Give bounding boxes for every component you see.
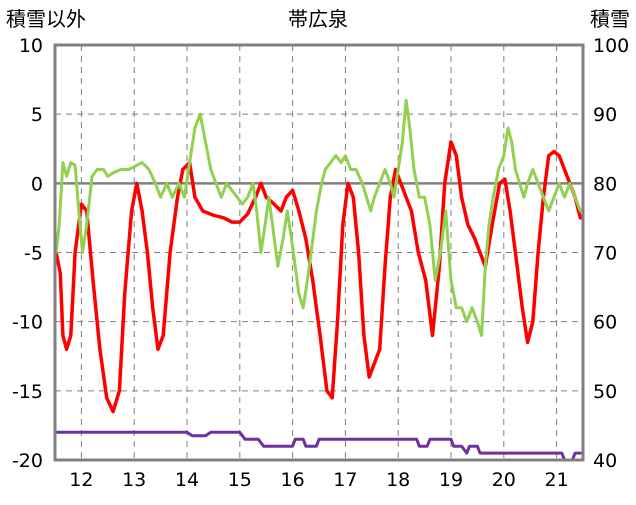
- y-right-tick-label: 90: [593, 104, 617, 126]
- grid-layer: [55, 45, 583, 460]
- y-right-tick-label: 50: [593, 381, 617, 403]
- x-tick-label: 21: [545, 469, 569, 491]
- y-left-tick-label: -20: [12, 450, 43, 472]
- x-tick-label: 12: [69, 469, 93, 491]
- y-left-tick-label: -10: [12, 312, 43, 334]
- y-left-tick-label: 10: [19, 35, 43, 57]
- series-line-2: [54, 430, 582, 462]
- y-left-tick-label: -5: [24, 243, 43, 265]
- x-tick-label: 19: [439, 469, 463, 491]
- y-right-tick-label: 80: [593, 173, 617, 195]
- y-left-tick-label: -15: [12, 381, 43, 403]
- series-line-1: [54, 98, 582, 337]
- y-right-tick-label: 70: [593, 243, 617, 265]
- x-tick-label: 18: [386, 469, 410, 491]
- x-tick-label: 20: [492, 469, 516, 491]
- tick-layer: 10 100 5 90 0 80 -5 70 -10 60 -15 50 -20 40 12 13 14 15 16…: [12, 35, 629, 491]
- x-tick-label: 17: [333, 469, 357, 491]
- left-axis-label: 積雪以外: [6, 7, 86, 31]
- y-right-tick-label: 100: [593, 35, 629, 57]
- y-left-tick-label: 0: [31, 173, 43, 195]
- chart-title: 帯広泉: [288, 7, 348, 31]
- y-right-tick-label: 60: [593, 312, 617, 334]
- y-right-tick-label: 40: [593, 450, 617, 472]
- x-tick-label: 15: [228, 469, 252, 491]
- y-left-tick-label: 5: [31, 104, 43, 126]
- right-axis-label: 積雪: [590, 7, 630, 31]
- plot-frame: [53, 43, 585, 462]
- x-tick-label: 13: [122, 469, 146, 491]
- series-line-0: [54, 140, 583, 414]
- x-tick-label: 14: [175, 469, 199, 491]
- x-tick-label: 16: [281, 469, 305, 491]
- series-layer: [54, 98, 583, 462]
